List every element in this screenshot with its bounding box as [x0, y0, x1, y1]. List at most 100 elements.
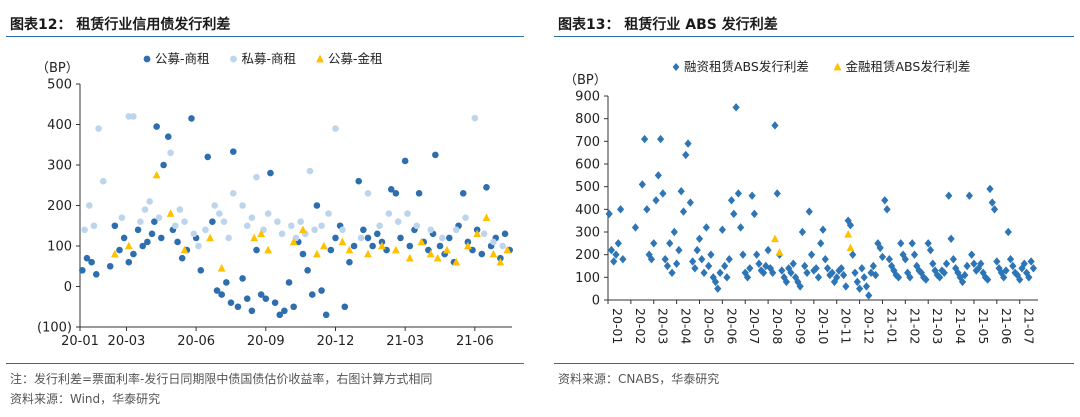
- data-point: [243, 222, 251, 230]
- data-point: [174, 238, 181, 246]
- data-point: [322, 311, 330, 319]
- data-point: [872, 270, 880, 280]
- data-point: [471, 114, 479, 122]
- data-point: [90, 222, 98, 230]
- data-point: [837, 264, 845, 273]
- data-point: [432, 151, 439, 159]
- data-point: [698, 255, 706, 264]
- data-point: [737, 223, 745, 232]
- data-point: [723, 273, 731, 282]
- data-point: [243, 295, 251, 302]
- data-point: [130, 250, 137, 258]
- data-point: [218, 291, 225, 298]
- y-tick-label: 400: [47, 118, 72, 133]
- data-point: [299, 225, 307, 234]
- x-tick-label: 21-06: [456, 334, 494, 349]
- data-point: [462, 214, 469, 221]
- data-point: [638, 180, 646, 189]
- data-point: [274, 218, 281, 225]
- data-point: [248, 214, 256, 221]
- data-point: [949, 255, 957, 264]
- data-point: [110, 249, 119, 258]
- data-point: [988, 198, 996, 207]
- data-point: [1011, 268, 1019, 277]
- data-point: [926, 245, 935, 255]
- data-point: [666, 239, 674, 248]
- x-tick-label: 20-06: [177, 334, 215, 349]
- data-point: [392, 190, 400, 197]
- data-point: [947, 234, 955, 243]
- data-point: [483, 183, 490, 191]
- data-point: [686, 198, 694, 207]
- data-point: [673, 259, 681, 268]
- y-tick-label: 300: [575, 226, 600, 241]
- data-point: [308, 291, 316, 298]
- x-tick-label: 20-08: [770, 308, 785, 344]
- left-chart-title: 图表12： 租赁行业信用债发行利差: [10, 17, 231, 33]
- data-point: [152, 170, 161, 179]
- data-point: [833, 273, 841, 282]
- y-tick-label: 500: [47, 78, 72, 93]
- data-point: [730, 209, 738, 219]
- data-point: [197, 267, 205, 274]
- data-point: [357, 234, 365, 242]
- data-point: [775, 248, 784, 256]
- data-point: [913, 261, 921, 271]
- right-chart-title: 图表13： 租赁行业 ABS 发行利差: [558, 17, 778, 33]
- data-point: [81, 226, 88, 234]
- y-tick-label: 100: [575, 271, 600, 286]
- data-point: [901, 255, 909, 264]
- data-point: [702, 223, 710, 232]
- legend-label: 金融租赁ABS发行利差: [846, 59, 971, 74]
- data-point: [906, 273, 914, 282]
- data-point: [993, 257, 1001, 266]
- left-title-rule: [6, 36, 524, 37]
- data-point: [1002, 266, 1010, 275]
- data-point: [257, 291, 265, 298]
- data-point: [148, 230, 156, 238]
- data-point: [195, 242, 202, 250]
- data-point: [355, 177, 363, 185]
- data-point: [803, 268, 811, 277]
- legend-marker: [230, 55, 237, 63]
- y-tick-label: 300: [47, 159, 72, 174]
- data-point: [661, 255, 669, 264]
- data-point: [885, 255, 893, 264]
- data-point: [821, 255, 829, 264]
- data-point: [125, 113, 133, 120]
- data-point: [229, 148, 237, 155]
- data-point: [452, 257, 461, 266]
- data-point: [190, 230, 198, 238]
- data-point: [160, 161, 167, 169]
- data-point: [759, 268, 768, 277]
- data-point: [262, 295, 270, 302]
- data-point: [922, 275, 930, 284]
- data-point: [229, 190, 237, 197]
- data-point: [503, 245, 512, 254]
- data-point: [881, 196, 889, 205]
- data-point: [276, 311, 284, 319]
- data-point: [125, 258, 133, 266]
- data-point: [213, 287, 221, 294]
- data-point: [1013, 270, 1022, 280]
- data-point: [954, 268, 962, 277]
- data-point: [707, 250, 715, 259]
- data-point: [405, 253, 414, 262]
- data-point: [211, 202, 219, 209]
- data-point: [607, 245, 616, 255]
- data-point: [248, 307, 256, 315]
- right-title-rule: [554, 36, 1074, 37]
- x-tick-label: 20-06: [724, 308, 739, 344]
- data-point: [364, 190, 372, 197]
- data-point: [1016, 275, 1024, 284]
- x-tick-label: 20-03: [656, 308, 671, 344]
- x-tick-label: 20-04: [679, 308, 694, 344]
- data-point: [360, 226, 367, 234]
- data-point: [614, 239, 622, 248]
- data-point: [986, 184, 994, 194]
- data-point: [473, 229, 482, 238]
- data-point: [501, 230, 509, 238]
- data-point: [657, 134, 665, 144]
- data-point: [1020, 259, 1028, 268]
- legend-marker: [833, 62, 842, 71]
